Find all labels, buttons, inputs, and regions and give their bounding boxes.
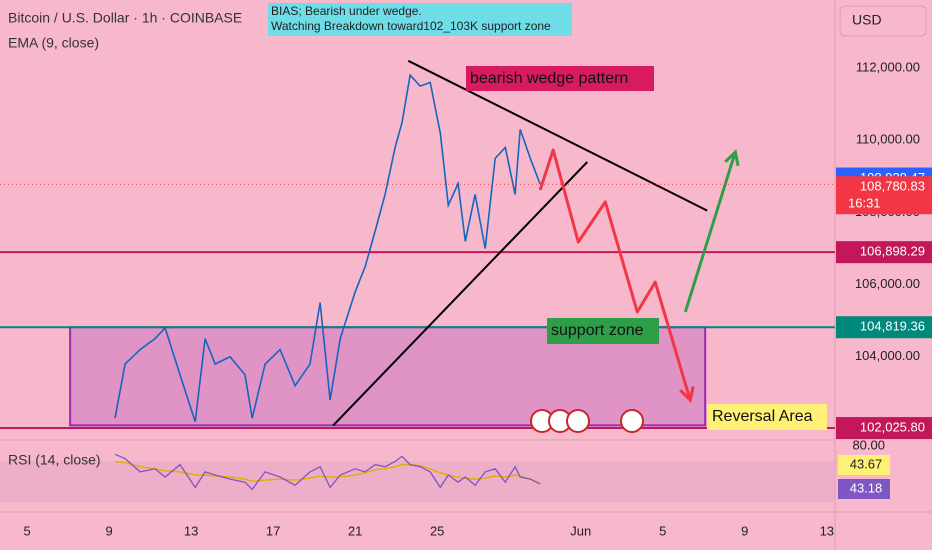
y-tick-label: 112,000.00 xyxy=(856,59,920,74)
y-tick-label: 110,000.00 xyxy=(856,132,920,147)
level-label-box xyxy=(836,316,932,339)
projection xyxy=(683,151,737,313)
x-tick-label: 9 xyxy=(105,523,112,538)
x-tick-label: 5 xyxy=(23,523,30,538)
rsi-value: 43.18 xyxy=(850,480,883,495)
last-price-time: 16:31 xyxy=(848,196,881,211)
level-label: 104,819.36 xyxy=(860,319,925,334)
rsi-ma-value: 43.67 xyxy=(850,456,883,471)
rsi-tick-label: 80.00 xyxy=(852,438,885,453)
x-tick-label: 21 xyxy=(348,523,362,538)
x-tick-label: 13 xyxy=(184,523,198,538)
support-label-box xyxy=(547,318,659,344)
level-label: 106,898.29 xyxy=(860,244,925,259)
support-label: support zone xyxy=(551,322,644,339)
event-icons xyxy=(530,409,644,433)
y-tick-label: 106,000.00 xyxy=(855,276,920,291)
currency-button[interactable] xyxy=(839,5,927,37)
x-tick-label: 13 xyxy=(820,523,834,538)
indicator-label: EMA (9, close) xyxy=(8,35,99,51)
projection xyxy=(538,148,692,401)
trendline xyxy=(332,161,589,427)
rsi-band xyxy=(0,461,835,502)
wedge-label: bearish wedge pattern xyxy=(470,70,628,87)
x-tick-label: 17 xyxy=(266,523,280,538)
chart-title: Bitcoin / U.S. Dollar · 1h · COINBASE xyxy=(8,10,242,26)
rsi-title: RSI (14, close) xyxy=(8,452,101,468)
currency: USD xyxy=(852,12,882,28)
x-tick-label: 5 xyxy=(659,523,666,538)
level-label: 102,025.80 xyxy=(860,419,925,434)
x-tick-label: 25 xyxy=(430,523,444,538)
price-line xyxy=(114,73,541,423)
reversal-label: Reversal Area xyxy=(712,408,813,425)
plot xyxy=(0,59,835,430)
last-price-box xyxy=(836,176,932,215)
level-label-box xyxy=(836,417,932,440)
last-price-label: 108,780.83 xyxy=(860,179,925,194)
arrowhead xyxy=(679,386,695,404)
rsi-value-box xyxy=(838,479,890,499)
rsi-ma-value-box xyxy=(838,455,890,475)
arrowhead xyxy=(724,149,740,167)
level-label-box xyxy=(836,241,932,264)
reversal-label-box xyxy=(707,404,827,430)
x-tick-label: Jun xyxy=(570,523,591,538)
bias-box xyxy=(268,3,572,36)
rsi-line xyxy=(114,453,541,491)
bias-text: Watching Breakdown toward102_103K suppor… xyxy=(271,19,551,33)
bias-text: BIAS; Bearish under wedge. xyxy=(271,4,422,18)
x-tick-label: 9 xyxy=(741,523,748,538)
wedge-label-box xyxy=(466,66,654,91)
trendline xyxy=(407,59,708,212)
y-tick-label: 104,000.00 xyxy=(855,348,920,363)
